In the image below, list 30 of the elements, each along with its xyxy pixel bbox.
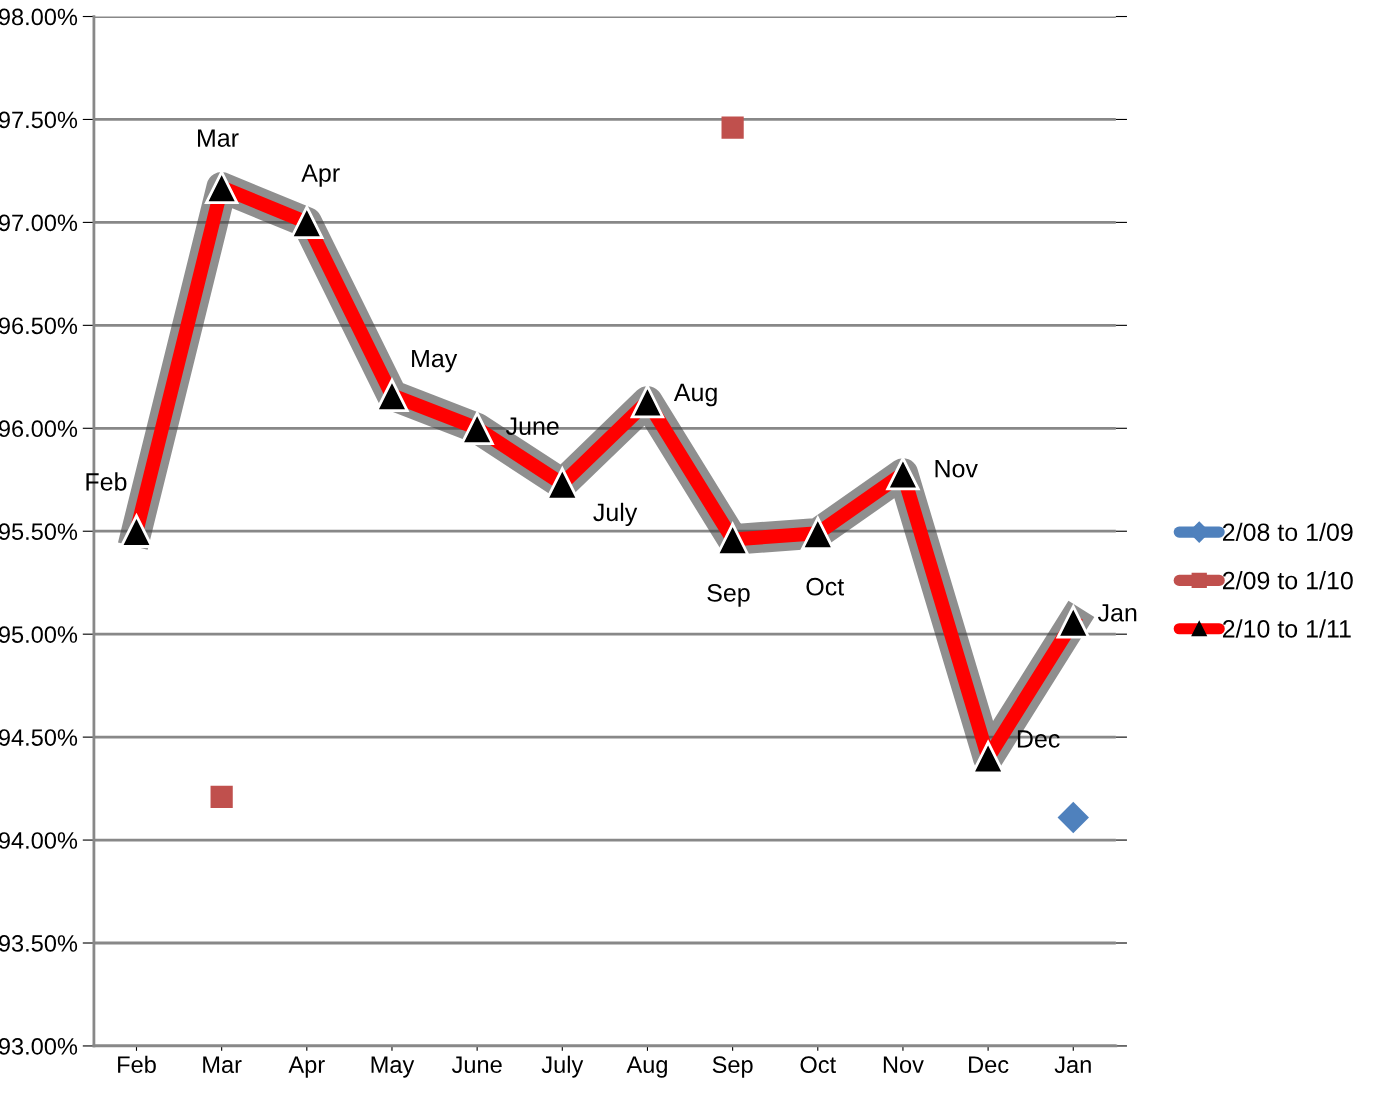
- x-tick-label: June: [451, 1056, 502, 1074]
- x-tick-label: July: [541, 1055, 584, 1078]
- legend-label: 2/10 to 1/11: [1222, 619, 1351, 638]
- x-tick-label: Mar: [203, 1056, 242, 1074]
- annotation: Dec: [1017, 730, 1060, 748]
- legend-label: 2/09 to 1/10: [1222, 571, 1353, 590]
- annotation: Nov: [935, 460, 978, 478]
- annotation: May: [412, 349, 458, 373]
- x-tick-label: Feb: [118, 1055, 156, 1074]
- legend-label: 2/08 to 1/09: [1222, 522, 1353, 542]
- annotation: July: [593, 502, 638, 527]
- x-tick-label: Oct: [800, 1056, 836, 1074]
- annotation: Mar: [198, 129, 239, 147]
- x-tick-label: Sep: [712, 1056, 753, 1078]
- point: [721, 116, 744, 139]
- annotation: June: [505, 417, 559, 435]
- x-tick-label: Apr: [288, 1056, 325, 1078]
- x-tick-label: Aug: [626, 1056, 667, 1078]
- point: [1058, 802, 1089, 833]
- annotation: Jan: [1097, 604, 1137, 622]
- annotation: Aug: [673, 383, 717, 407]
- x-tick-label: May: [371, 1056, 415, 1078]
- x-tick-label: Dec: [969, 1056, 1009, 1074]
- x-tick-label: Nov: [883, 1056, 924, 1074]
- annotation: Oct: [806, 577, 844, 596]
- point: [210, 785, 233, 808]
- annotation: Apr: [301, 164, 340, 187]
- annotation: Sep: [707, 584, 750, 607]
- annotation: Feb: [86, 472, 127, 491]
- x-tick-label: Jan: [1054, 1056, 1091, 1074]
